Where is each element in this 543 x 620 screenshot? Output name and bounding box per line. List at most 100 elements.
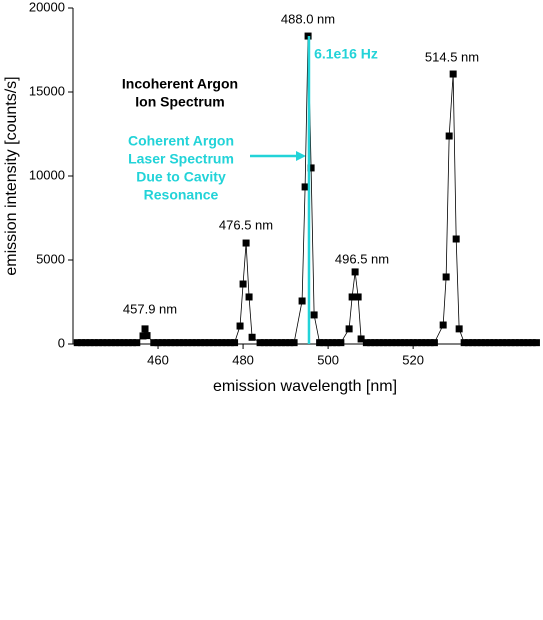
data-point — [473, 339, 481, 347]
peak-label: 476.5 nm — [219, 217, 273, 232]
data-point — [116, 339, 124, 347]
data-point — [532, 339, 540, 347]
data-point — [143, 332, 151, 340]
data-point — [265, 339, 273, 347]
data-point — [524, 339, 532, 347]
data-point — [452, 235, 460, 243]
data-point — [503, 339, 511, 347]
data-point — [354, 293, 362, 301]
data-point — [520, 339, 528, 347]
data-point — [455, 325, 463, 333]
data-point — [163, 339, 171, 347]
data-point — [269, 339, 277, 347]
y-axis-label: emission intensity [counts/s] — [3, 76, 20, 275]
data-point — [90, 339, 98, 347]
data-point — [226, 339, 234, 347]
data-point — [511, 339, 519, 347]
data-point — [392, 339, 400, 347]
data-point — [515, 339, 523, 347]
data-point — [310, 311, 318, 319]
data-point — [214, 339, 222, 347]
peak-label: 488.0 nm — [281, 11, 335, 26]
data-point — [460, 339, 468, 347]
data-point — [362, 339, 370, 347]
data-point — [150, 339, 158, 347]
data-point — [401, 339, 409, 347]
data-point — [430, 339, 438, 347]
x-tick-label: 460 — [147, 352, 169, 367]
data-point — [95, 339, 103, 347]
data-point — [418, 339, 426, 347]
annotation: Coherent Argon — [128, 133, 234, 149]
y-tick-label: 10000 — [29, 167, 65, 182]
data-point — [348, 293, 356, 301]
data-point — [201, 339, 209, 347]
data-point — [99, 339, 107, 347]
data-point — [469, 339, 477, 347]
data-point — [388, 339, 396, 347]
data-point — [222, 339, 230, 347]
data-point — [171, 339, 179, 347]
data-point — [282, 339, 290, 347]
data-point — [328, 339, 336, 347]
data-point — [205, 339, 213, 347]
data-point — [124, 339, 132, 347]
data-point — [422, 339, 430, 347]
annotation: Incoherent Argon — [122, 76, 238, 92]
annotation: Resonance — [144, 187, 219, 203]
data-point — [107, 339, 115, 347]
data-point — [301, 183, 309, 191]
data-point — [528, 339, 536, 347]
data-point — [426, 339, 434, 347]
y-tick-label: 15000 — [29, 83, 65, 98]
data-point — [73, 339, 81, 347]
x-axis-label: emission wavelength [nm] — [213, 378, 397, 395]
data-point — [320, 339, 328, 347]
data-point — [316, 339, 324, 347]
data-point — [375, 339, 383, 347]
data-point — [439, 321, 447, 329]
data-point — [82, 339, 90, 347]
data-point — [442, 273, 450, 281]
data-point — [413, 339, 421, 347]
data-point — [357, 335, 365, 343]
data-point — [120, 339, 128, 347]
data-point — [273, 339, 281, 347]
data-point — [112, 339, 120, 347]
data-point — [486, 339, 494, 347]
y-tick-label: 20000 — [29, 0, 65, 14]
data-point — [209, 339, 217, 347]
data-point — [180, 339, 188, 347]
data-point — [396, 339, 404, 347]
data-point — [277, 339, 285, 347]
data-point — [231, 339, 239, 347]
data-point — [239, 280, 247, 288]
data-point — [337, 339, 345, 347]
data-point — [449, 70, 457, 78]
data-point — [129, 339, 137, 347]
annotation: Laser Spectrum — [128, 151, 234, 167]
data-point — [86, 339, 94, 347]
x-tick-label: 520 — [402, 352, 424, 367]
data-point — [256, 339, 264, 347]
data-point — [78, 339, 86, 347]
data-point — [481, 339, 489, 347]
data-point — [324, 339, 332, 347]
data-point — [245, 293, 253, 301]
data-point — [351, 268, 359, 276]
frequency-label: 6.1e16 Hz — [314, 46, 378, 62]
data-point — [405, 339, 413, 347]
data-point — [371, 339, 379, 347]
data-point — [192, 339, 200, 347]
data-point — [184, 339, 192, 347]
peak-label: 514.5 nm — [425, 49, 479, 64]
data-point — [290, 339, 298, 347]
data-point — [133, 339, 141, 347]
data-point — [464, 339, 472, 347]
data-point — [188, 339, 196, 347]
data-point — [286, 339, 294, 347]
data-point — [167, 339, 175, 347]
data-point — [248, 333, 256, 341]
data-point — [498, 339, 506, 347]
